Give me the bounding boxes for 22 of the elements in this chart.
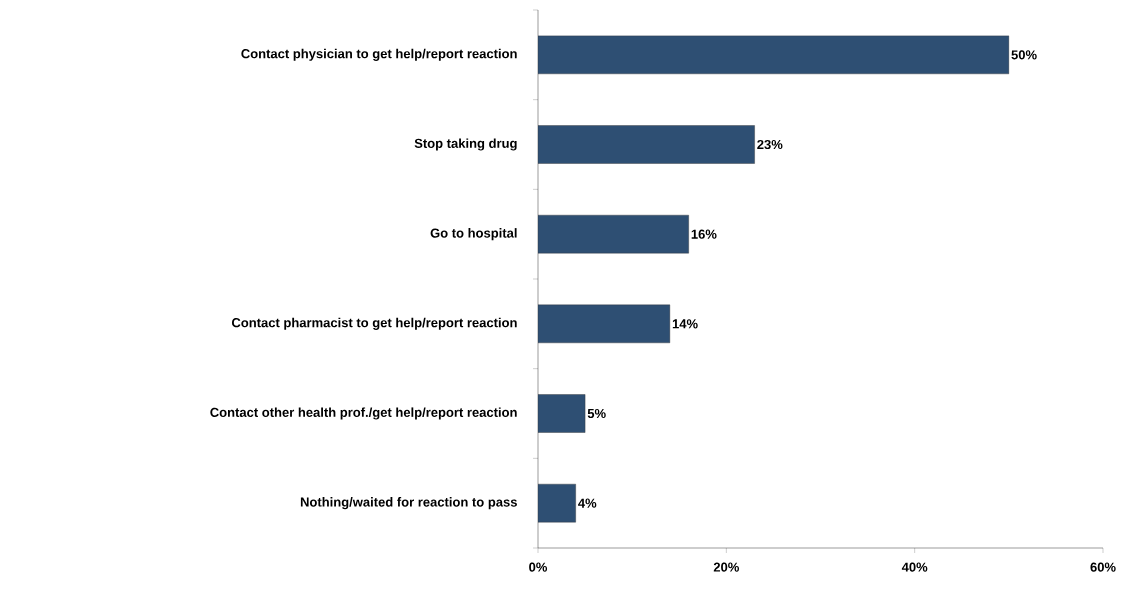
bar [538, 125, 755, 164]
y-tick-label: Go to hospital [430, 228, 517, 241]
data-label: 23% [757, 139, 783, 150]
data-label: 14% [672, 319, 698, 329]
bar [538, 394, 586, 433]
data-label: 4% [578, 498, 597, 508]
y-tick-label: Contact other health prof./get help/report reaction [210, 407, 517, 420]
y-tick-label: Stop taking drug [414, 138, 517, 151]
bar [538, 214, 689, 254]
y-tick-label: Nothing/waited for reaction to pass [300, 497, 517, 510]
bar [538, 483, 576, 523]
data-label: 50% [1011, 50, 1037, 60]
data-label: 5% [587, 408, 606, 419]
x-tick-label: 20% [713, 562, 739, 572]
y-tick-label: Contact pharmacist to get help/report reaction [231, 317, 517, 330]
bar [538, 35, 1010, 75]
x-tick-label: 60% [1090, 562, 1116, 572]
data-label: 16% [691, 229, 717, 239]
y-tick-label: Contact physician to get help/report reaction [241, 48, 517, 61]
x-tick-label: 0% [529, 562, 548, 572]
bar [538, 304, 671, 344]
x-tick-label: 40% [901, 562, 928, 572]
